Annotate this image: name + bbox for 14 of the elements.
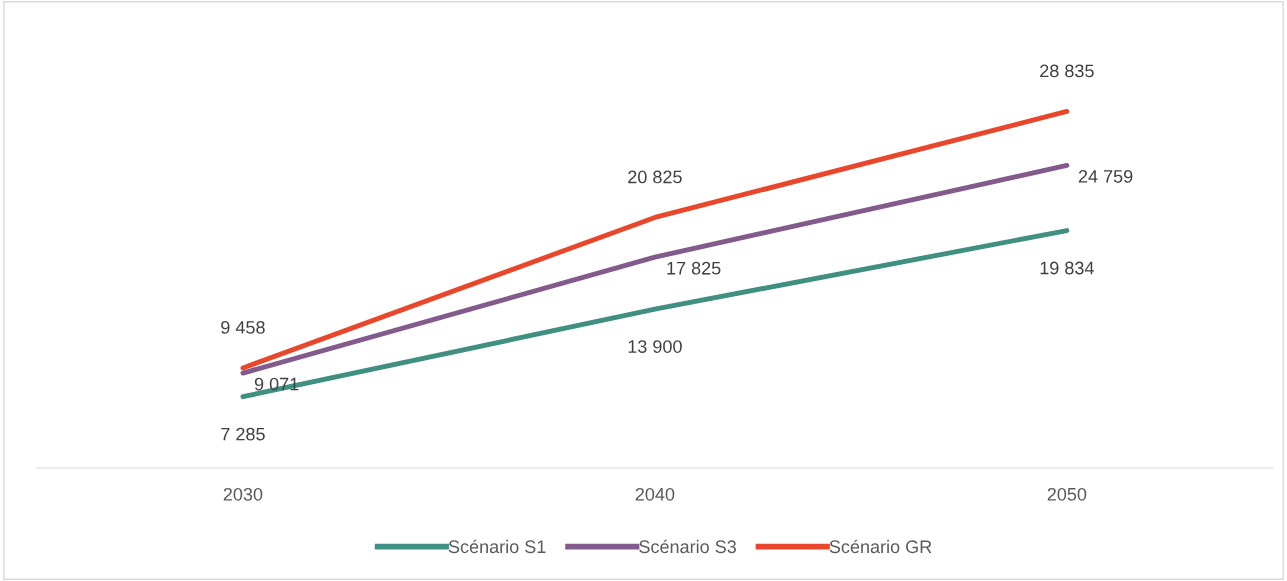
x-tick-label: 2050 xyxy=(1047,487,1087,501)
data-label: 20 825 xyxy=(628,170,682,184)
data-label: 19 834 xyxy=(1040,261,1094,275)
x-tick-label: 2030 xyxy=(223,487,263,501)
legend-label: Scénario S1 xyxy=(448,539,546,554)
data-label: 7 285 xyxy=(221,427,265,441)
data-label: 24 759 xyxy=(1078,170,1133,183)
data-label: 9 458 xyxy=(221,321,265,334)
data-label: 13 900 xyxy=(628,340,682,353)
data-label: 28 835 xyxy=(1040,64,1094,78)
legend-label: Scénario S3 xyxy=(639,539,736,554)
data-label: 17 825 xyxy=(667,261,721,275)
x-tick-label: 2040 xyxy=(635,487,675,501)
legend-label: Scénario GR xyxy=(829,539,932,554)
